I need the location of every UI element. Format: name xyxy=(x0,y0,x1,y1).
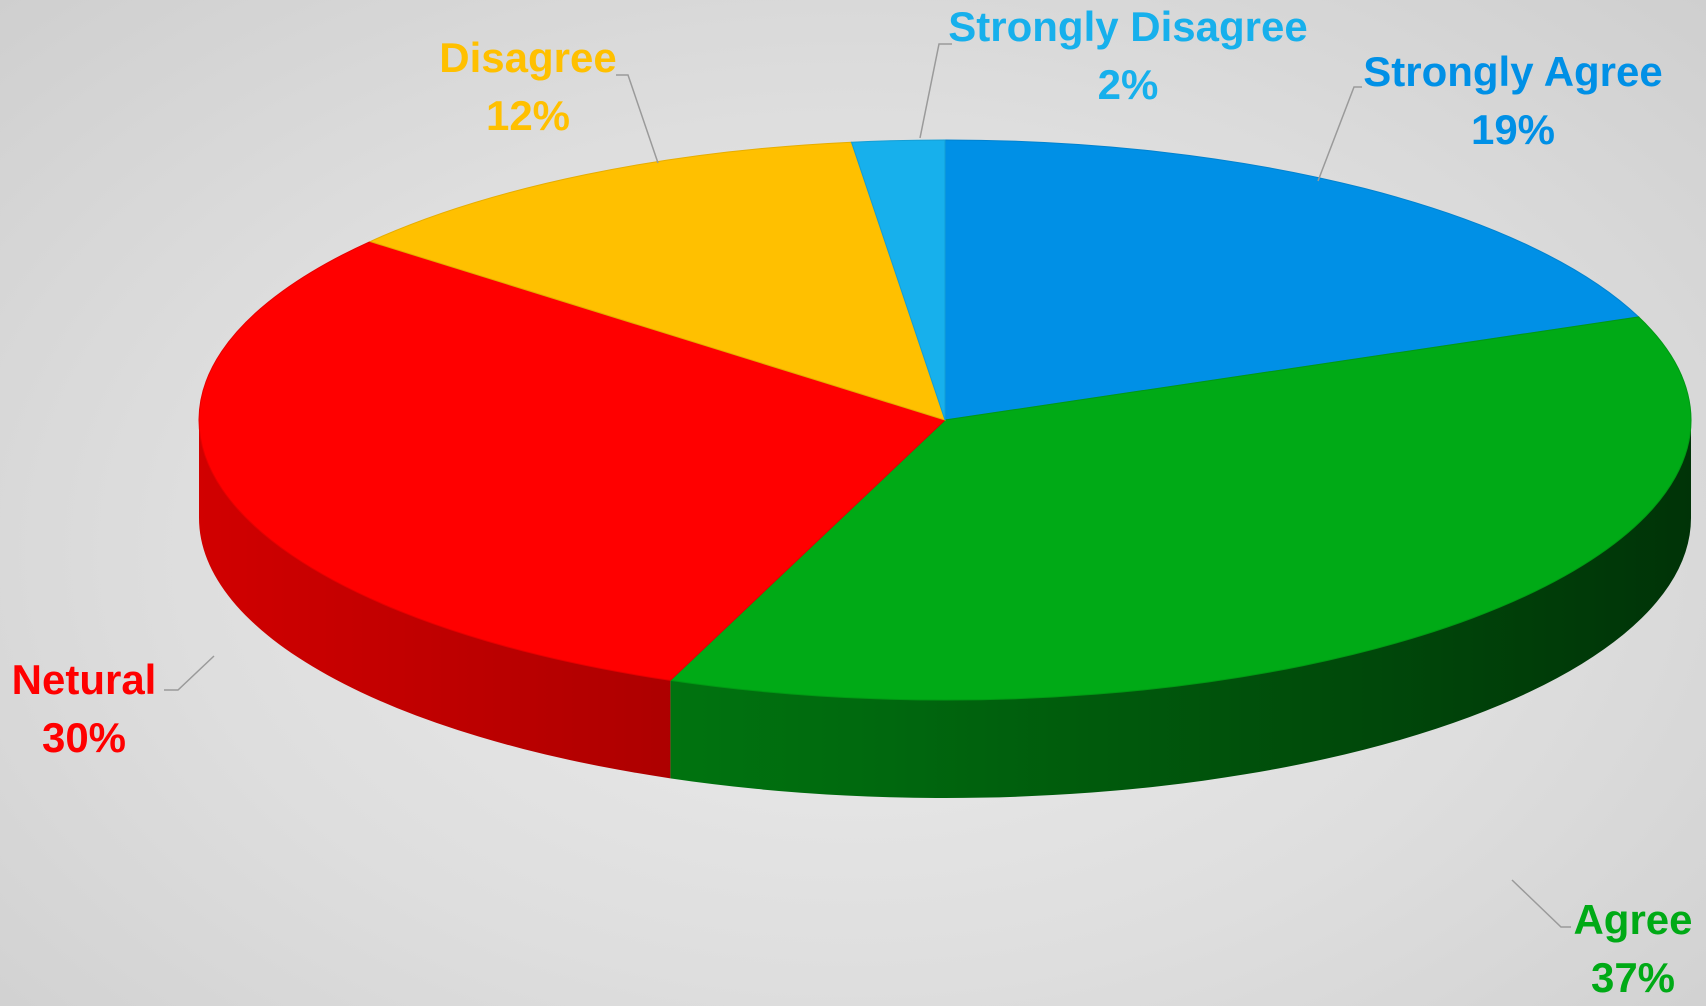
slice-percent: 30% xyxy=(42,714,126,761)
slice-percent: 12% xyxy=(486,92,570,139)
pie-side-netural xyxy=(199,420,671,779)
leader-line-agree xyxy=(1511,879,1571,928)
pie-slice-disagree xyxy=(368,141,946,421)
data-label-strongly-disagree: Strongly Disagree 2% xyxy=(948,3,1307,108)
pie-slice-netural xyxy=(198,240,946,681)
leader-line-netural xyxy=(164,655,215,691)
leader-line-disagree xyxy=(616,74,659,164)
data-label-agree: Agree 37% xyxy=(1573,896,1692,1001)
slice-label: Netural xyxy=(12,656,157,703)
leader-line-strongly-agree xyxy=(1317,86,1362,182)
slice-percent: 37% xyxy=(1591,954,1675,1001)
pie-tops xyxy=(198,139,1692,701)
pie-sides xyxy=(199,420,1691,798)
data-label-strongly-agree: Strongly Agree 19% xyxy=(1363,48,1663,153)
leader-lines xyxy=(164,43,1571,928)
pie-slice-strongly-disagree xyxy=(850,139,946,421)
slice-label: Agree xyxy=(1573,896,1692,943)
leader-line-strongly-disagree xyxy=(919,43,952,139)
pie-slice-agree xyxy=(669,316,1692,701)
slice-label: Strongly Agree xyxy=(1363,48,1663,95)
slice-percent: 19% xyxy=(1471,106,1555,153)
pie-side-agree xyxy=(670,420,1691,798)
data-label-disagree: Disagree 12% xyxy=(439,34,616,139)
pie-slice-strongly-agree xyxy=(944,139,1640,421)
slice-label: Disagree xyxy=(439,34,616,81)
slice-percent: 2% xyxy=(1098,61,1159,108)
slice-label: Strongly Disagree xyxy=(948,3,1307,50)
data-label-netural: Netural 30% xyxy=(12,656,157,761)
